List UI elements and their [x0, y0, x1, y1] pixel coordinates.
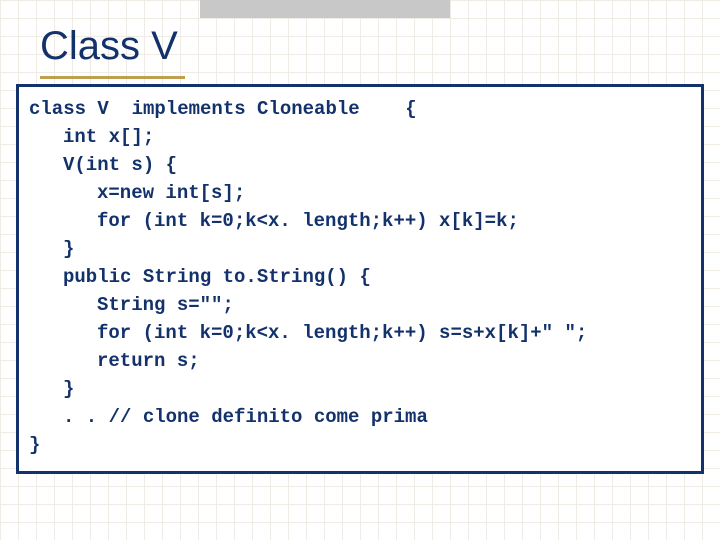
code-line: x=new int[s]; [29, 179, 691, 207]
code-line: for (int k=0;k<x. length;k++) s=s+x[k]+"… [29, 319, 691, 347]
code-line: V(int s) { [29, 151, 691, 179]
code-line: public String to.String() { [29, 263, 691, 291]
code-line: return s; [29, 347, 691, 375]
code-line: for (int k=0;k<x. length;k++) x[k]=k; [29, 207, 691, 235]
code-line: . . // clone definito come prima [29, 403, 691, 431]
top-accent-bar [200, 0, 450, 18]
code-line: } [29, 235, 691, 263]
code-line: } [29, 431, 691, 459]
code-line: String s=""; [29, 291, 691, 319]
code-line: } [29, 375, 691, 403]
slide-title: Class V [40, 24, 178, 71]
code-line: int x[]; [29, 123, 691, 151]
code-line: class V implements Cloneable { [29, 95, 691, 123]
title-underline [40, 76, 185, 79]
code-box: class V implements Cloneable { int x[]; … [16, 84, 704, 474]
